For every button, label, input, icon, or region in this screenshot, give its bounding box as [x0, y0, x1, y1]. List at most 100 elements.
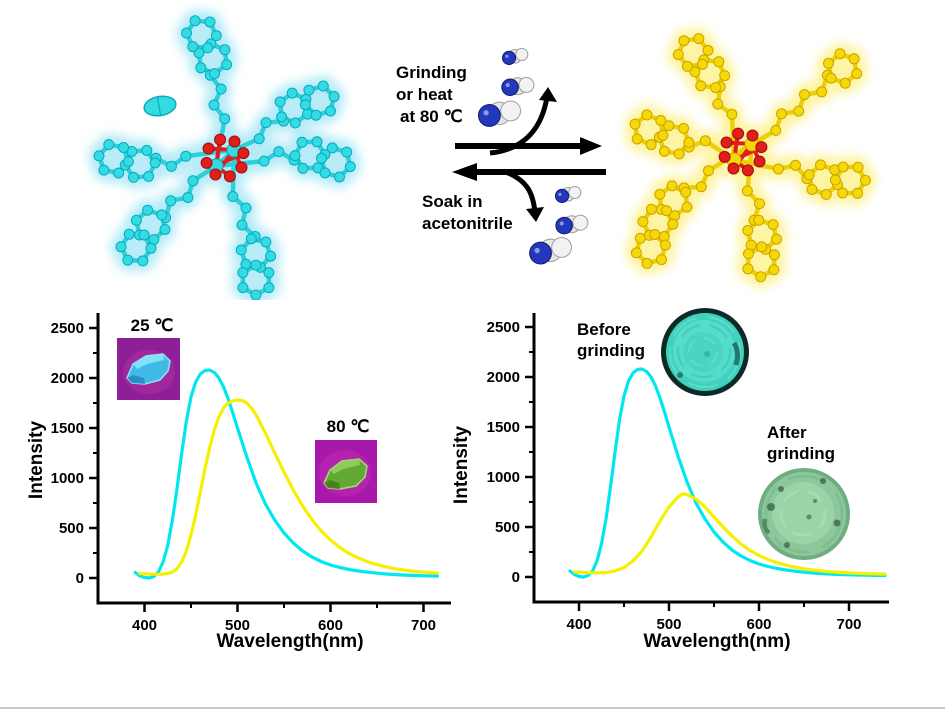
carbon-atom [829, 174, 841, 186]
carbon-atom [820, 188, 832, 200]
carbon-atom [649, 229, 661, 240]
photo-crystal-80c [315, 440, 377, 503]
reverse-line-1: Soak in [422, 192, 483, 211]
y-tick-label: 2500 [487, 319, 520, 336]
carbon-atom [767, 219, 779, 231]
carbon-atom [328, 91, 340, 102]
carbon-atom [696, 58, 708, 70]
carbon-atom [825, 72, 837, 84]
carbon-atom [712, 98, 724, 110]
guest-solvent-molecule [143, 95, 177, 117]
carbon-atom [637, 216, 649, 228]
oxygen-atom [755, 141, 768, 154]
carbon-atom [742, 224, 754, 236]
y-tick-label: 2500 [51, 320, 84, 337]
y-tick-label: 1500 [487, 419, 520, 436]
carbon-atom [754, 198, 765, 210]
carbon-atom [837, 187, 849, 199]
carbon-atom [839, 77, 851, 89]
carbon-atom [182, 192, 194, 203]
y-tick-label: 0 [512, 569, 520, 586]
carbon-atom [816, 86, 828, 98]
emission-spectrum-temperature: 400 500 600 700 0 500 1000 1500 2000 2500 Intensi… [20, 300, 470, 660]
carbon-atom [311, 136, 323, 148]
carbon-atom [303, 84, 315, 96]
carbon-atom [258, 155, 270, 167]
forward-reaction-label: Grinding or heat at 80 ℃ [396, 62, 467, 128]
oxygen-atom [228, 135, 241, 148]
carbon-atom [237, 267, 249, 279]
carbon-atom [726, 108, 738, 120]
acetonitrile-molecule [555, 214, 589, 235]
carbon-atom [138, 229, 150, 241]
photo-crystal-25c [117, 338, 180, 400]
x-tick-label: 500 [225, 617, 250, 634]
carbon-atom [317, 80, 329, 92]
carbon-atom [680, 186, 692, 198]
cyan-crystal-molecule-image [88, 9, 362, 300]
carbon-atom [297, 162, 309, 174]
carbon-atom [245, 233, 257, 245]
carbon-atom [215, 83, 227, 95]
carbon-atom [260, 117, 272, 129]
x-tick-label: 400 [566, 616, 591, 633]
carbon-atom [713, 56, 725, 68]
carbon-atom [678, 122, 690, 134]
forward-line-2: or heat [396, 85, 453, 104]
annotation-after-grinding: After grinding [767, 422, 835, 464]
reaction-arrows [452, 47, 606, 265]
carbon-atom [189, 15, 201, 27]
y-tick-label: 2000 [51, 370, 84, 387]
carbon-atom [310, 109, 322, 121]
carbon-atom [204, 16, 216, 28]
acetonitrile-molecule [477, 100, 522, 127]
carbon-atom [682, 60, 693, 72]
spectrum-plot-right: 400 500 600 700 0 500 1000 1500 2000 2500 [487, 313, 889, 633]
carbon-atom [630, 247, 642, 259]
carbon-atom [325, 105, 336, 117]
carbon-atom [695, 80, 707, 92]
carbon-atom [823, 57, 834, 69]
oxygen-atom [202, 142, 215, 155]
carbon-atom [629, 118, 641, 130]
carbon-atom [655, 115, 667, 126]
carbon-atom [181, 27, 192, 39]
carbon-atom [93, 150, 105, 162]
y-tick-label: 0 [76, 570, 84, 587]
carbon-atom [341, 146, 353, 158]
x-tick-label: 500 [656, 616, 681, 633]
x-tick-label: 400 [132, 617, 157, 634]
x-axis-label-right: Wavelength(nm) [643, 631, 791, 652]
carbon-atom [768, 264, 780, 276]
carbon-atom [859, 174, 871, 186]
uptake-curved-arrowhead [526, 207, 544, 222]
x-tick-label: 600 [318, 617, 343, 634]
carbon-atom [772, 163, 784, 175]
y-axis-label-left: Intensity [26, 420, 47, 500]
carbon-atom [803, 169, 815, 181]
carbon-atom [852, 161, 864, 173]
carbon-atom [250, 259, 262, 271]
carbon-atom [143, 170, 155, 182]
carbon-atom [240, 202, 252, 214]
carbon-atom [657, 129, 669, 141]
carbon-atom [703, 165, 714, 177]
acetonitrile-molecule [501, 47, 529, 65]
carbon-atom [208, 99, 220, 111]
x-tick-label: 700 [411, 617, 436, 634]
yellow-crystal-molecule-image [624, 27, 877, 288]
x-tick-label: 600 [746, 616, 771, 633]
carbon-atom [123, 228, 135, 240]
carbon-atom [165, 160, 177, 172]
y-axis-label-right: Intensity [451, 425, 472, 505]
carbon-atom [852, 187, 864, 199]
annotation-25c-text: 25 ℃ [130, 316, 174, 335]
carbon-atom [128, 171, 140, 183]
carbon-atom [755, 271, 767, 283]
uptake-curved-arrow [502, 168, 538, 213]
carbon-atom [666, 180, 678, 192]
carbon-atom [848, 53, 860, 65]
oxygen-atom [214, 133, 227, 146]
carbon-atom [673, 148, 685, 160]
carbon-atom [771, 233, 782, 245]
